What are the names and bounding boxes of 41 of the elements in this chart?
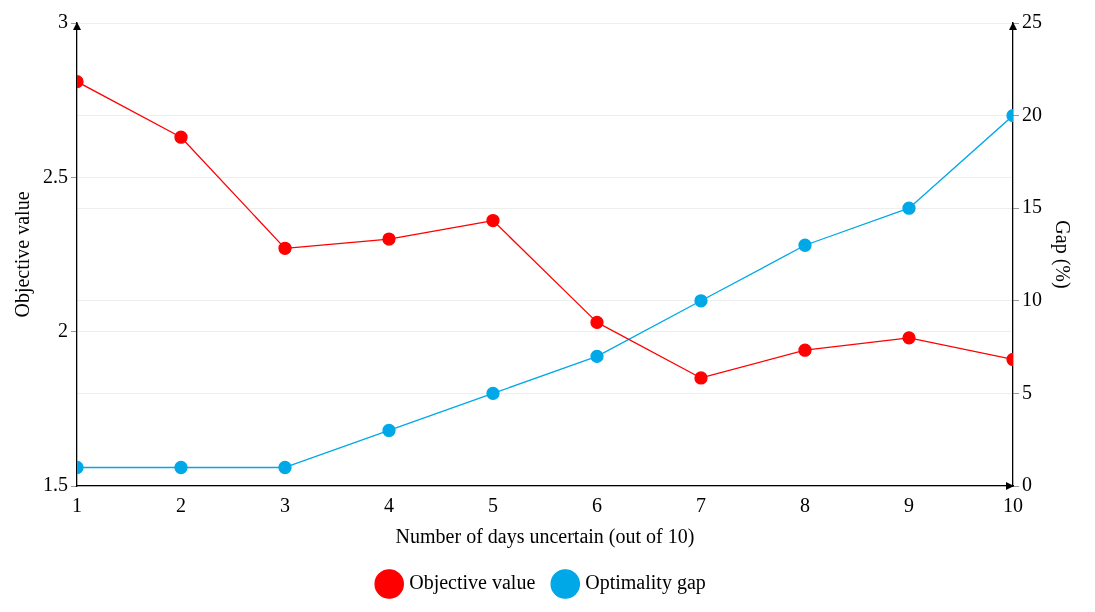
point bbox=[174, 460, 188, 475]
legend-label: Optimality gap bbox=[585, 571, 706, 595]
point bbox=[590, 349, 604, 364]
x-tick-label: 6 bbox=[592, 494, 602, 517]
y2-axis-title: Gap (%) bbox=[1050, 220, 1074, 289]
x-tick-label: 2 bbox=[176, 494, 186, 517]
point bbox=[486, 213, 500, 228]
x-tick-label: 3 bbox=[280, 494, 290, 517]
y-tick-label: 2 bbox=[58, 318, 68, 341]
y2-tick-label: 5 bbox=[1022, 380, 1032, 403]
legend-label: Objective value bbox=[409, 571, 536, 595]
x-tick-label: 4 bbox=[384, 494, 394, 517]
point bbox=[694, 371, 708, 385]
point bbox=[382, 423, 396, 438]
x-tick-label: 7 bbox=[696, 494, 706, 517]
point bbox=[798, 238, 812, 252]
point bbox=[486, 386, 500, 401]
point bbox=[798, 343, 812, 357]
y-tick-label: 3 bbox=[58, 10, 68, 33]
x-tick-label: 8 bbox=[800, 494, 810, 517]
y2-tick-label: 15 bbox=[1022, 195, 1042, 218]
y2-tick-label: 0 bbox=[1022, 473, 1032, 496]
y2-tick-label: 20 bbox=[1022, 102, 1042, 125]
y-tick-label: 2.5 bbox=[43, 164, 68, 187]
y-axis-title: Objective value bbox=[11, 191, 35, 318]
y2-tick-label: 25 bbox=[1022, 10, 1042, 33]
point bbox=[590, 315, 604, 330]
x-tick-label: 9 bbox=[904, 494, 914, 517]
y-tick-label: 1.5 bbox=[43, 473, 68, 496]
point bbox=[694, 294, 708, 308]
point bbox=[174, 130, 188, 144]
x-tick-label: 1 bbox=[72, 494, 82, 517]
point bbox=[382, 232, 396, 246]
point bbox=[278, 460, 292, 475]
point bbox=[902, 331, 916, 345]
point bbox=[278, 241, 292, 255]
x-tick-label: 10 bbox=[1003, 494, 1023, 517]
x-axis-title: Number of days uncertain (out of 10) bbox=[395, 525, 695, 549]
x-tick-label: 5 bbox=[488, 494, 498, 517]
point bbox=[902, 201, 916, 215]
y2-tick-label: 10 bbox=[1022, 288, 1042, 311]
